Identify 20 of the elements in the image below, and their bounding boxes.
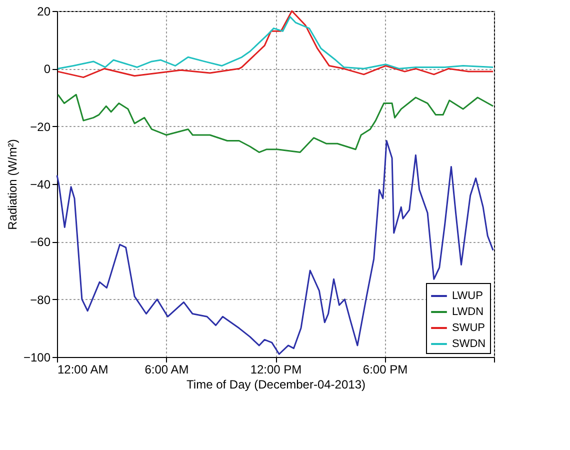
y-tick-label: −60 xyxy=(30,235,51,250)
y-axis-title: Radiation (W/m²) xyxy=(5,139,20,230)
legend-label: LWUP xyxy=(452,290,483,302)
line-series xyxy=(57,94,494,154)
y-tick-label: −20 xyxy=(30,120,51,134)
y-tick-label: 0 xyxy=(44,62,51,76)
legend-label: SWUP xyxy=(452,322,485,334)
x-tick-label: 6:00 PM xyxy=(362,362,408,376)
y-tick-label: −40 xyxy=(30,178,51,192)
line-series xyxy=(57,16,494,70)
line-series xyxy=(56,140,494,355)
x-tick-label: 12:00 PM xyxy=(250,362,302,376)
legend-label: SWDN xyxy=(452,338,486,350)
x-axis-title: Time of Day (December-04-2013) xyxy=(186,378,366,392)
y-tick-label: −100 xyxy=(23,350,51,364)
legend-label: LWDN xyxy=(452,306,484,318)
x-tick-label: 6:00 AM xyxy=(144,362,189,376)
x-tick-label: 12:00 AM xyxy=(58,362,108,376)
y-tick-label: −80 xyxy=(30,292,51,307)
y-tick-label: 20 xyxy=(37,4,51,18)
